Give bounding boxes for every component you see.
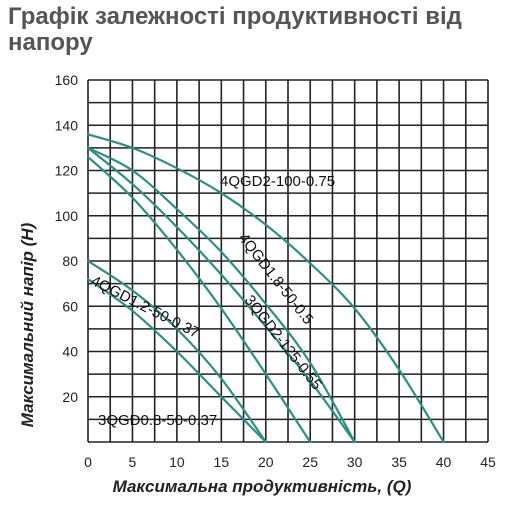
series-label-4qgd1-8-50: 4QGD1.8-50-0.5 xyxy=(235,230,317,328)
series-label-4qgd1-2-50: 4QGD1.2-50-0.37 xyxy=(88,272,202,341)
series-label-4qgd2-100: 4QGD2-100-0.75 xyxy=(220,173,335,190)
x-tick-label: 20 xyxy=(258,454,274,470)
series-line-3 xyxy=(86,146,356,444)
series-line-6 xyxy=(86,278,267,444)
series-label-3qgd2-125: 3QGD2-125-0.55 xyxy=(241,292,325,393)
series-line-1 xyxy=(86,133,445,444)
y-tick-label: 20 xyxy=(62,389,78,405)
x-tick-label: 40 xyxy=(436,454,452,470)
x-tick-label: 45 xyxy=(480,454,496,470)
y-tick-label: 80 xyxy=(62,253,78,269)
x-tick-label: 15 xyxy=(214,454,230,470)
series-line-5 xyxy=(86,259,267,444)
series-line-2 xyxy=(86,146,356,444)
x-tick-label: 30 xyxy=(347,454,363,470)
chart-title: Графік залежності продуктивності від нап… xyxy=(8,3,462,56)
y-tick-label: 140 xyxy=(55,117,79,133)
tick-labels: 0 5 10 15 20 25 30 35 40 45 20 40 60 80 100 120 140 160 xyxy=(55,72,496,470)
y-axis-label: Максимальний напір (Н) xyxy=(18,222,37,427)
y-tick-label: 60 xyxy=(62,298,78,314)
grid xyxy=(87,79,489,443)
curves xyxy=(86,133,445,444)
x-tick-label: 35 xyxy=(391,454,407,470)
y-tick-label: 100 xyxy=(55,208,79,224)
y-tick-label: 120 xyxy=(55,163,79,179)
x-tick-label: 5 xyxy=(129,454,137,470)
series-labels: 4QGD2-100-0.75 4QGD1.8-50-0.5 3QGD2-125-… xyxy=(88,173,335,429)
x-tick-label: 0 xyxy=(84,454,92,470)
x-tick-label: 10 xyxy=(169,454,185,470)
x-axis-label: Максимальна продуктивність, (Q) xyxy=(113,477,412,496)
y-tick-label: 160 xyxy=(55,72,79,88)
y-tick-label: 40 xyxy=(62,344,78,360)
series-line-4 xyxy=(86,155,312,444)
series-label-3qgd0-8-50: 3QGD0.8-50-0.37 xyxy=(98,412,217,429)
x-tick-label: 25 xyxy=(302,454,318,470)
